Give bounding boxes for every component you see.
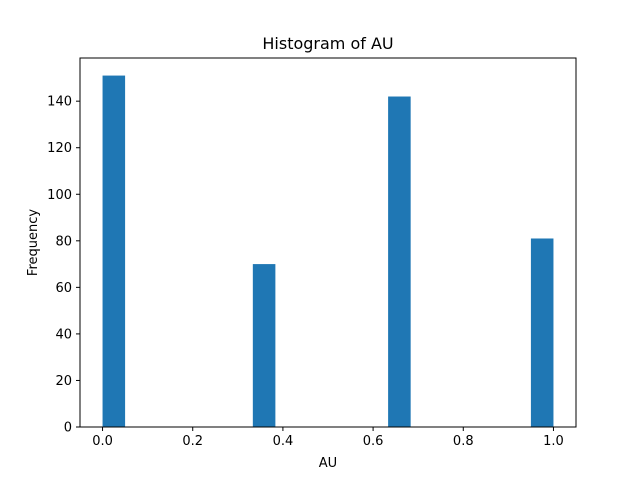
y-tick-label-0: 0: [64, 421, 72, 436]
y-tick-label-3: 60: [55, 281, 72, 296]
x-tick-label-5: 1.0: [543, 434, 564, 449]
x-tick-label-3: 0.6: [363, 434, 384, 449]
x-axis-ticks: 0.0 0.2 0.4 0.6 0.8 1.0: [92, 427, 564, 449]
y-tick-label-4: 80: [55, 234, 72, 249]
x-tick-label-4: 0.8: [453, 434, 474, 449]
y-axis-label: Frequency: [26, 209, 41, 276]
y-tick-label-6: 120: [47, 141, 72, 156]
chart-title: Histogram of AU: [262, 34, 393, 53]
histogram-bar-3: [530, 238, 554, 427]
x-tick-label-2: 0.4: [273, 434, 294, 449]
bars-layer: [102, 75, 554, 428]
y-tick-label-5: 100: [47, 188, 72, 203]
histogram-bar-1: [252, 264, 276, 427]
y-tick-label-1: 20: [55, 374, 72, 389]
x-axis-label: AU: [319, 456, 337, 471]
x-tick-label-1: 0.2: [182, 434, 203, 449]
y-axis-ticks: 0 20 40 60 80 100 120 140: [47, 95, 80, 436]
plot-area: [80, 58, 576, 427]
x-tick-label-0: 0.0: [92, 434, 113, 449]
histogram-bar-2: [388, 96, 411, 428]
y-tick-label-2: 40: [55, 327, 72, 342]
histogram-bar-0: [102, 75, 126, 427]
y-tick-label-7: 140: [47, 95, 72, 110]
plot-frame: [79, 57, 577, 428]
